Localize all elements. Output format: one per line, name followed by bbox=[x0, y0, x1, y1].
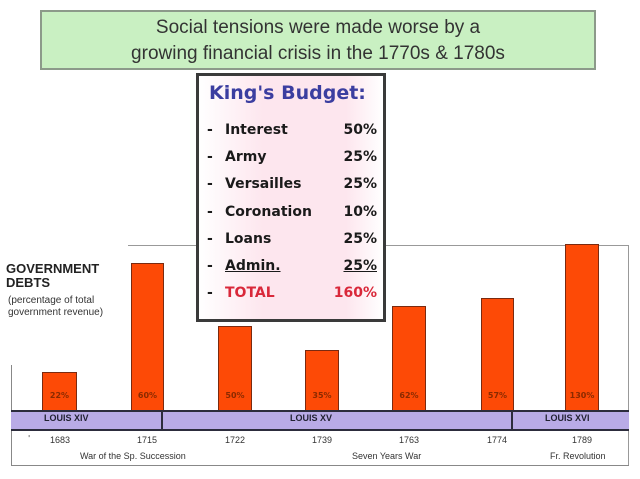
bullet-dash: - bbox=[207, 122, 213, 138]
budget-item-name: Army bbox=[225, 149, 267, 165]
budget-item-name: Versailles bbox=[225, 176, 302, 192]
bar-value-label: 57% bbox=[487, 391, 508, 400]
bar-value-label: 35% bbox=[312, 391, 332, 400]
bar-1763: 62% bbox=[392, 306, 426, 410]
reign-louis-xvi: LOUIS XVI bbox=[545, 413, 590, 423]
bullet-dash: - bbox=[207, 258, 213, 274]
budget-total-label: TOTAL bbox=[225, 285, 275, 301]
bullet-dash: - bbox=[207, 231, 213, 247]
bar-value-label: 62% bbox=[399, 391, 419, 400]
budget-item-pct: 25% bbox=[343, 176, 377, 192]
bullet-dash: - bbox=[207, 149, 213, 165]
reign-louis-xv: LOUIS XV bbox=[290, 413, 333, 423]
reign-divider bbox=[161, 410, 163, 431]
reign-timeline-band bbox=[11, 410, 629, 431]
year-label: 1715 bbox=[136, 435, 158, 445]
bar-1774: 57% bbox=[481, 298, 514, 410]
budget-row-versailles: - Versailles 25% bbox=[207, 176, 377, 200]
event-label: War of the Sp. Succession bbox=[80, 451, 186, 461]
year-label: 1739 bbox=[311, 435, 333, 445]
budget-item-name: Admin. bbox=[225, 258, 281, 274]
budget-row-coronation: - Coronation 10% bbox=[207, 204, 377, 228]
chart-frame-bottom bbox=[11, 465, 629, 466]
bar-1789: 130% bbox=[565, 244, 599, 410]
budget-item-name: Coronation bbox=[225, 204, 312, 220]
year-label: 1722 bbox=[224, 435, 246, 445]
budget-item-pct: 10% bbox=[343, 204, 377, 220]
title-line-1: Social tensions were made worse by a bbox=[155, 17, 481, 38]
budget-heading: King's Budget: bbox=[209, 82, 366, 104]
bar-1715: 60% bbox=[131, 263, 164, 410]
chart-frame-right bbox=[628, 245, 629, 465]
bullet-dash: - bbox=[207, 285, 213, 301]
budget-row-interest: - Interest 50% bbox=[207, 122, 377, 146]
axis-tick: ' bbox=[28, 434, 31, 443]
bullet-dash: - bbox=[207, 204, 213, 220]
bar-1722: 50% bbox=[218, 326, 252, 410]
budget-row-loans: - Loans 25% bbox=[207, 231, 377, 255]
year-label: 1789 bbox=[571, 435, 593, 445]
budget-row-army: - Army 25% bbox=[207, 149, 377, 173]
budget-row-total: - TOTAL 160% bbox=[207, 285, 377, 309]
budget-item-pct: 25% bbox=[343, 231, 377, 247]
year-label: 1774 bbox=[486, 435, 508, 445]
y-axis-title: GOVERNMENT DEBTS bbox=[6, 261, 100, 290]
budget-total-pct: 160% bbox=[333, 285, 377, 301]
kings-budget-box: King's Budget: - Interest 50% - Army 25%… bbox=[196, 73, 386, 322]
year-label: 1683 bbox=[49, 435, 71, 445]
bar-1739: 35% bbox=[305, 350, 339, 410]
reign-divider bbox=[511, 410, 513, 431]
budget-item-name: Loans bbox=[225, 231, 272, 247]
title-line-2: growing financial crisis in the 1770s & … bbox=[131, 43, 505, 64]
bullet-dash: - bbox=[207, 176, 213, 192]
budget-item-name: Interest bbox=[225, 122, 288, 138]
bar-value-label: 22% bbox=[49, 391, 70, 400]
title-banner: Social tensions were made worse by a gro… bbox=[40, 10, 596, 70]
bar-value-label: 60% bbox=[137, 391, 158, 400]
budget-row-admin: - Admin. 25% bbox=[207, 258, 377, 282]
bar-value-label: 50% bbox=[225, 391, 245, 400]
y-axis-subtitle: (percentage of total government revenue) bbox=[8, 295, 104, 318]
event-label: Fr. Revolution bbox=[550, 451, 606, 461]
year-label: 1763 bbox=[398, 435, 420, 445]
reign-louis-xiv: LOUIS XIV bbox=[44, 413, 89, 423]
event-label: Seven Years War bbox=[352, 451, 422, 461]
budget-item-pct: 50% bbox=[343, 122, 377, 138]
bar-1683: 22% bbox=[42, 372, 77, 410]
budget-item-pct: 25% bbox=[343, 149, 377, 165]
bar-value-label: 130% bbox=[569, 391, 595, 400]
budget-item-pct: 25% bbox=[343, 258, 377, 274]
